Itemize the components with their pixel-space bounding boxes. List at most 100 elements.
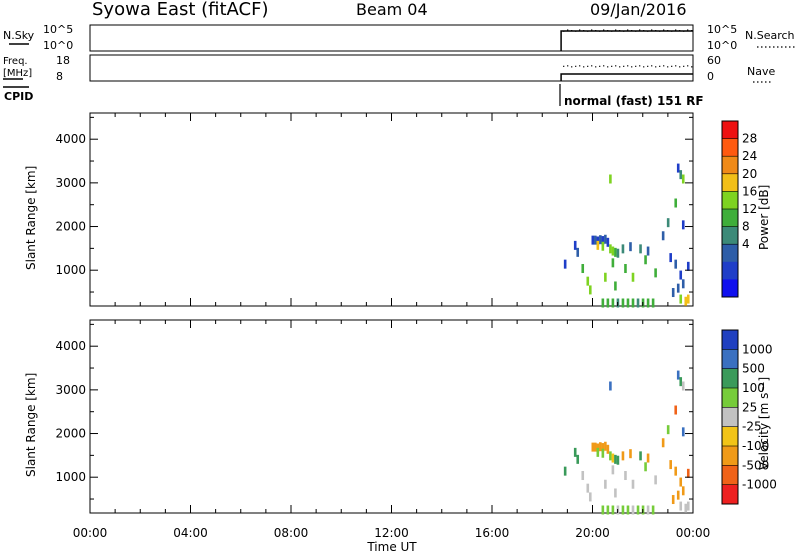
heatmap-cell (654, 268, 657, 278)
frequency-trace (560, 73, 693, 81)
nave-dot (575, 65, 577, 67)
velocity-heatmap (563, 370, 690, 515)
heatmap-cell (686, 468, 690, 478)
heatmap-cell (606, 237, 610, 247)
velocity-ylabel: Slant Range [km] (24, 373, 38, 477)
heatmap-cell (616, 455, 620, 465)
heatmap-cell (666, 425, 670, 435)
time-axis: 00:00 04:00 08:00 12:00 16:00 20:00 00:00 (73, 526, 711, 540)
power-ylabel: Slant Range [km] (24, 166, 38, 270)
heatmap-cell (676, 370, 680, 380)
heatmap-cell (611, 298, 615, 308)
noise-search-dot (687, 29, 689, 31)
colorbar-segment (722, 138, 738, 157)
heatmap-cell (616, 248, 620, 258)
heatmap-cell (576, 247, 580, 257)
noise-search-dot (667, 29, 669, 32)
heatmap-cell (644, 255, 647, 265)
noise-search-dot (587, 30, 589, 32)
heatmap-cell (601, 443, 605, 453)
heatmap-cell (674, 198, 678, 208)
heatmap-cell (661, 438, 665, 448)
heatmap-cell (661, 231, 665, 241)
heatmap-cell (594, 235, 597, 245)
heatmap-cell (581, 471, 585, 481)
heatmap-cell (679, 270, 683, 280)
colorbar-tick-label: 25 (742, 400, 757, 414)
colorbar-segment (722, 465, 738, 485)
heatmap-cell (621, 451, 625, 461)
heatmap-cell (681, 427, 685, 437)
colorbar-segment (722, 209, 738, 227)
heatmap-cell (654, 475, 657, 485)
noise-left-tick-bottom: 10^0 (43, 39, 73, 52)
heatmap-cell (686, 501, 690, 511)
nave-label: Nave (747, 65, 775, 78)
y-tick-label: 1000 (55, 470, 86, 484)
velocity-panel: 1000 2000 3000 4000 Slant Range [km] 1000 50… (24, 319, 777, 515)
noise-search-dot (615, 29, 617, 31)
nave-dot (639, 65, 641, 67)
heatmap-cell (614, 488, 617, 498)
noise-search-dot (643, 29, 645, 32)
nave-dot (647, 65, 649, 67)
nave-dot (599, 65, 601, 67)
noise-search-dot (631, 29, 633, 32)
heatmap-cell (611, 505, 615, 515)
heatmap-cell (646, 505, 650, 515)
heatmap-cell (631, 505, 635, 515)
colorbar-tick-label: 12 (742, 202, 757, 216)
heatmap-cell (573, 447, 577, 457)
colorbar-tick-label: 24 (742, 149, 757, 163)
colorbar-segment (722, 173, 738, 192)
heatmap-cell (588, 492, 592, 502)
heatmap-cell (684, 503, 688, 513)
freq-label-line1: Freq. (3, 56, 28, 67)
noise-search-dot (627, 29, 629, 31)
noise-search-dot (619, 29, 621, 32)
noise-search-dot (679, 29, 681, 32)
heatmap-cell (599, 235, 602, 245)
heatmap-cell (644, 462, 647, 472)
nave-dot (635, 65, 637, 67)
heatmap-cell (621, 298, 625, 308)
noise-search-dot (571, 29, 573, 32)
noise-left-label: N.Sky (3, 29, 35, 42)
heatmap-cell (611, 465, 615, 475)
x-tick-label: 04:00 (173, 526, 208, 540)
nave-dot (583, 66, 585, 68)
nave-dot (691, 66, 693, 68)
heatmap-cell (604, 234, 607, 244)
noise-right-tick-top: 10^5 (707, 23, 737, 36)
velocity-colorbar-label: Velocity [m s⁻¹] (757, 377, 771, 470)
y-tick-label: 3000 (55, 176, 86, 190)
colorbar-tick-label: -25 (742, 420, 762, 434)
heatmap-cell (646, 453, 650, 463)
heatmap-cell (681, 279, 685, 289)
heatmap-cell (686, 294, 690, 304)
heatmap-cell (594, 442, 597, 452)
heatmap-cell (563, 259, 567, 269)
date-title: 09/Jan/2016 (590, 0, 687, 19)
x-tick-label: 12:00 (374, 526, 409, 540)
y-tick-label: 4000 (55, 132, 86, 146)
noise-search-dot (567, 29, 569, 31)
heatmap-cell (586, 483, 590, 493)
heatmap-cell (614, 454, 617, 464)
nave-dot (675, 65, 677, 67)
colorbar-tick-label: -500 (742, 458, 769, 472)
heatmap-cell (626, 298, 630, 308)
heatmap-cell (646, 298, 650, 308)
power-colorbar-label: Power [dB] (757, 185, 771, 250)
nave-dot (631, 66, 633, 68)
colorbar-tick-label: 28 (742, 132, 757, 146)
nave-dot (591, 65, 593, 67)
colorbar-segment (722, 330, 738, 350)
x-tick-label: 08:00 (274, 526, 309, 540)
nave-dot (579, 65, 581, 67)
colorbar-tick-label: 8 (742, 220, 750, 234)
heatmap-cell (679, 377, 683, 387)
freq-left-tick-top: 18 (56, 54, 70, 67)
colorbar-tick-label: 500 (742, 362, 765, 376)
heatmap-cell (599, 442, 602, 452)
